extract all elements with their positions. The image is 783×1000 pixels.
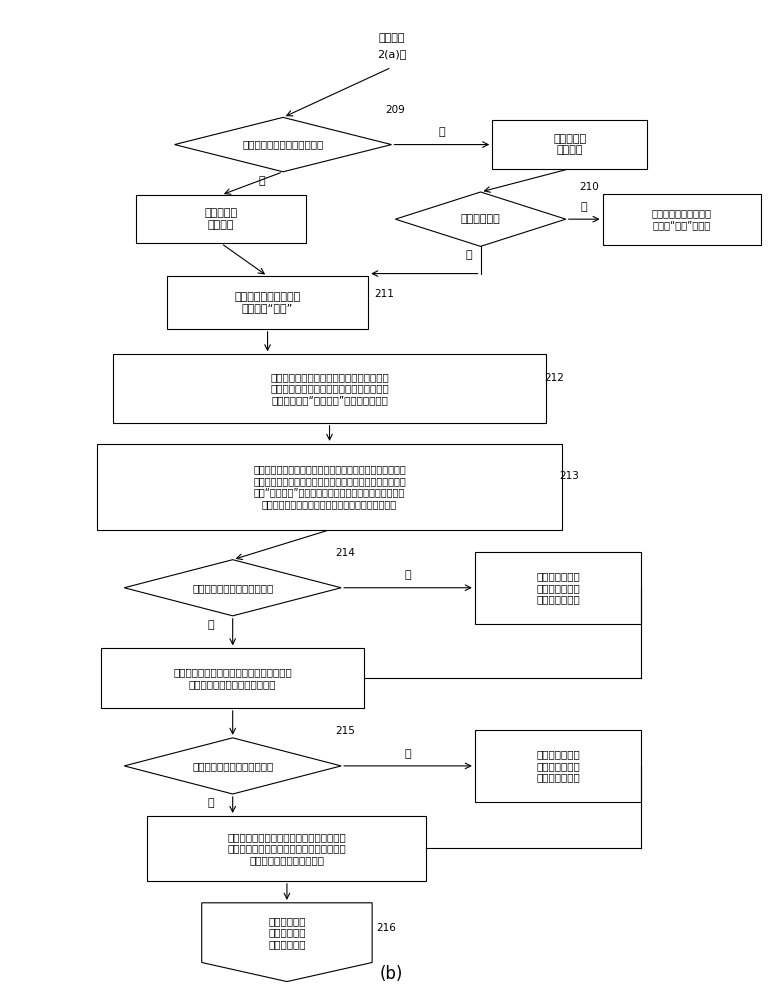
Text: 该次循环中的播
种的粒数总和累
加在百米粒数中: 该次循环中的播 种的粒数总和累 加在百米粒数中 [536,571,580,604]
FancyBboxPatch shape [167,276,368,329]
Polygon shape [124,738,341,794]
Polygon shape [202,903,372,982]
Text: 定时器超时？: 定时器超时？ [460,214,500,224]
Text: 否: 否 [405,749,411,759]
Text: 是: 是 [207,620,215,630]
FancyBboxPatch shape [493,120,647,169]
Text: 将每行总的播种粒数累加，得到本次循环中的播种的粒数总
和，再累加到总的粒数总和中，并将总的粒数总和在监控界
面中“粒数总和”中更新显示；结合工作参数与总的粒数总: 将每行总的播种粒数累加，得到本次循环中的播种的粒数总 和，再累加到总的粒数总和中… [253,464,406,509]
Text: 结束并开始下
一次工作循环
直到用户终止: 结束并开始下 一次工作循环 直到用户终止 [268,916,305,949]
Text: 214: 214 [335,548,355,558]
Text: 212: 212 [544,373,564,383]
Text: （上接图: （上接图 [378,33,405,43]
Text: 停止并重置
各定时器: 停止并重置 各定时器 [204,208,237,230]
Text: 是: 是 [207,798,215,808]
FancyBboxPatch shape [147,816,427,881]
Text: 各输种管内有播种粒数增加？: 各输种管内有播种粒数增加？ [243,140,323,150]
FancyBboxPatch shape [97,444,562,530]
Text: 211: 211 [373,289,394,299]
FancyBboxPatch shape [101,648,364,708]
Text: 否: 否 [438,127,446,137]
Text: 在监控界面中的播种状
态中显示“正常”: 在监控界面中的播种状 态中显示“正常” [234,292,301,313]
Text: 在监控界面的播种状态
中显示“异常”并报警: 在监控界面的播种状态 中显示“异常”并报警 [652,208,712,230]
Text: 215: 215 [335,726,355,736]
Polygon shape [175,117,392,172]
Text: 是: 是 [258,176,265,186]
Text: 将此时的粒数总和除以播种面积得到播种密
度，并在监控见面中相应位置更新显示，并
将千粒粒数的数値减去一千: 将此时的粒数总和除以播种面积得到播种密 度，并在监控见面中相应位置更新显示，并 … [228,832,346,865]
Text: (b): (b) [380,965,403,983]
FancyBboxPatch shape [136,195,306,243]
Text: 2(a)）: 2(a)） [377,49,406,59]
Text: 213: 213 [560,471,579,481]
Text: 将本次循环中每行播种粒数累加到各自的总
的播种粒数中，并将总的播种粒数在监控界
面各自对应的“播种粒数”一项中更新显示: 将本次循环中每行播种粒数累加到各自的总 的播种粒数中，并将总的播种粒数在监控界 … [270,372,389,405]
Text: 否: 否 [405,570,411,580]
FancyBboxPatch shape [113,354,547,423]
Text: 210: 210 [579,182,599,192]
FancyBboxPatch shape [474,552,641,624]
Polygon shape [124,560,341,616]
Text: 将百米粒数的値在监控界面中相应位置更新
显示，并将百米粒数的数値置零: 将百米粒数的値在监控界面中相应位置更新 显示，并将百米粒数的数値置零 [173,667,292,689]
Text: 是: 是 [581,202,587,212]
Text: 粒数总和达到或超过整千粒？: 粒数总和达到或超过整千粒？ [192,761,273,771]
Text: 否: 否 [466,250,472,260]
Text: 播种距离达到或超过整百米？: 播种距离达到或超过整百米？ [192,583,273,593]
Text: 该次循环中的播
种的粒数总和累
加在千粒粒数中: 该次循环中的播 种的粒数总和累 加在千粒粒数中 [536,749,580,783]
FancyBboxPatch shape [474,730,641,802]
Polygon shape [395,192,566,246]
Text: 216: 216 [376,923,396,933]
Text: 启动或继续
各定时器: 启动或继续 各定时器 [553,134,586,155]
Text: 209: 209 [385,105,406,115]
FancyBboxPatch shape [603,194,761,245]
